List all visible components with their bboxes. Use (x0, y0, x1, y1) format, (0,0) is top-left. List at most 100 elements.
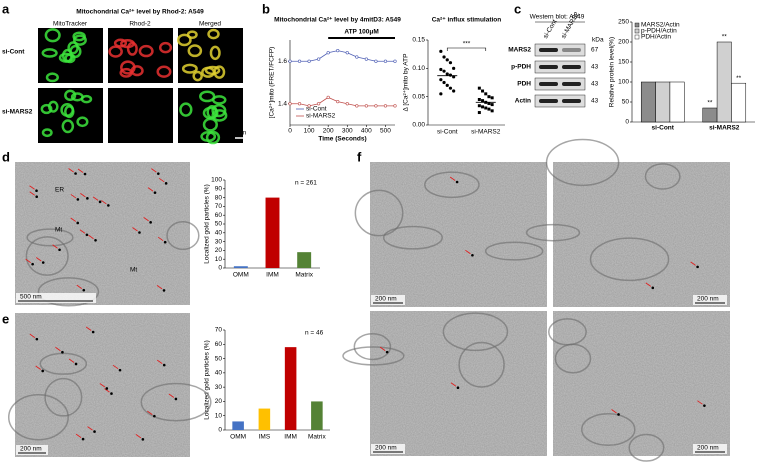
membrane (39, 352, 88, 375)
band-label: PDH (517, 81, 531, 88)
annotation: ATP 100μM (344, 29, 378, 36)
membrane (545, 138, 620, 187)
y-tick-label: 100 (618, 79, 629, 86)
lane-label: si-Cont (542, 18, 558, 39)
gold-particle (118, 368, 122, 372)
panel-label: d (2, 149, 10, 164)
cell (41, 48, 58, 58)
cell (176, 33, 192, 47)
point (326, 51, 330, 55)
band (539, 48, 558, 52)
gold-particle (110, 392, 113, 395)
arrow (697, 400, 703, 405)
arrow (35, 257, 42, 262)
arrow (611, 409, 617, 414)
x-tick-label: Matrix (295, 272, 313, 279)
arrow (77, 168, 84, 173)
y-tick-label: 70 (215, 203, 223, 210)
panel-title: Mitochondrial Ca²⁺ level by Rhod-2: A549 (76, 9, 204, 16)
legend-label: p-PDH/Actin (641, 28, 677, 35)
cell (76, 116, 89, 128)
gold-particle (31, 262, 34, 266)
membrane (26, 228, 74, 247)
region-label: Mt (55, 227, 62, 234)
point (481, 99, 485, 103)
membrane (484, 241, 544, 261)
band-label: p-PDH (511, 64, 531, 71)
point (477, 111, 481, 115)
y-tick-label: 30 (215, 384, 223, 391)
x-tick-label: si-MARS2 (709, 125, 740, 132)
cell (211, 95, 227, 105)
point (336, 100, 340, 104)
band-label: Actin (515, 98, 531, 105)
x-axis-label: Time (Seconds) (318, 136, 366, 143)
micrograph-texture (15, 162, 190, 305)
panel-label: b (262, 1, 270, 16)
y-axis-label: [Ca²⁺]mito (FRET/FCFP) (269, 47, 276, 119)
bar (265, 197, 280, 268)
x-tick-label: si-Cont (652, 125, 675, 132)
point (442, 80, 446, 85)
significance: ** (736, 75, 742, 82)
bar (232, 421, 244, 430)
point (490, 109, 494, 113)
y-tick-label: 70 (215, 327, 223, 334)
arrow (645, 282, 652, 287)
y-axis-label: Localized gold particles (%) (204, 340, 211, 419)
gold-particle (107, 204, 110, 207)
cell (186, 30, 198, 39)
bar (731, 82, 747, 123)
x-tick-label: 200 (323, 128, 334, 135)
significance: ** (707, 100, 713, 107)
significance: *** (463, 41, 471, 48)
y-tick-label: 150 (618, 59, 629, 66)
gold-particle (76, 221, 80, 225)
y-tick-label: 1.6 (278, 58, 287, 65)
membrane (25, 236, 69, 276)
band (539, 99, 558, 103)
membrane (424, 171, 480, 199)
point (484, 106, 488, 110)
y-tick-label: 30 (215, 238, 223, 245)
cell (209, 45, 221, 61)
point (477, 86, 481, 90)
arrow (465, 249, 471, 255)
y-axis-label: Δ [Ca²⁺]mito by ATP (403, 54, 410, 112)
gold-particle (174, 397, 178, 401)
membrane (581, 412, 636, 446)
gold-particle (105, 387, 109, 390)
y-tick-label: 0.05 (412, 93, 425, 100)
y-tick-label: 0 (218, 427, 222, 434)
point (487, 107, 491, 111)
point (317, 57, 321, 61)
point (452, 89, 456, 93)
row-label: si-MARS2 (2, 109, 33, 116)
gold-particle (651, 286, 655, 290)
membrane (628, 433, 665, 462)
x-tick-label: 0 (288, 128, 292, 135)
gold-particle (35, 195, 38, 199)
point (355, 55, 359, 59)
gold-particle (74, 362, 78, 366)
arrow (157, 236, 164, 242)
cell (187, 44, 203, 58)
gold-particle (86, 197, 89, 200)
point (490, 103, 494, 107)
kda-label: 43 (591, 64, 599, 71)
scale-bar-bg (371, 444, 405, 454)
point (445, 83, 449, 87)
bar (297, 252, 312, 268)
point (490, 96, 494, 100)
membrane (44, 377, 83, 417)
cell (207, 28, 220, 40)
point (364, 57, 368, 61)
gold-particle (93, 430, 96, 433)
arrow (156, 359, 163, 364)
gold-particle (164, 182, 168, 185)
chart-title: Ca²⁺ influx stimulation (432, 17, 502, 24)
arrow (143, 216, 149, 222)
bar (258, 408, 271, 430)
legend-label: si-MARS2 (306, 113, 336, 120)
